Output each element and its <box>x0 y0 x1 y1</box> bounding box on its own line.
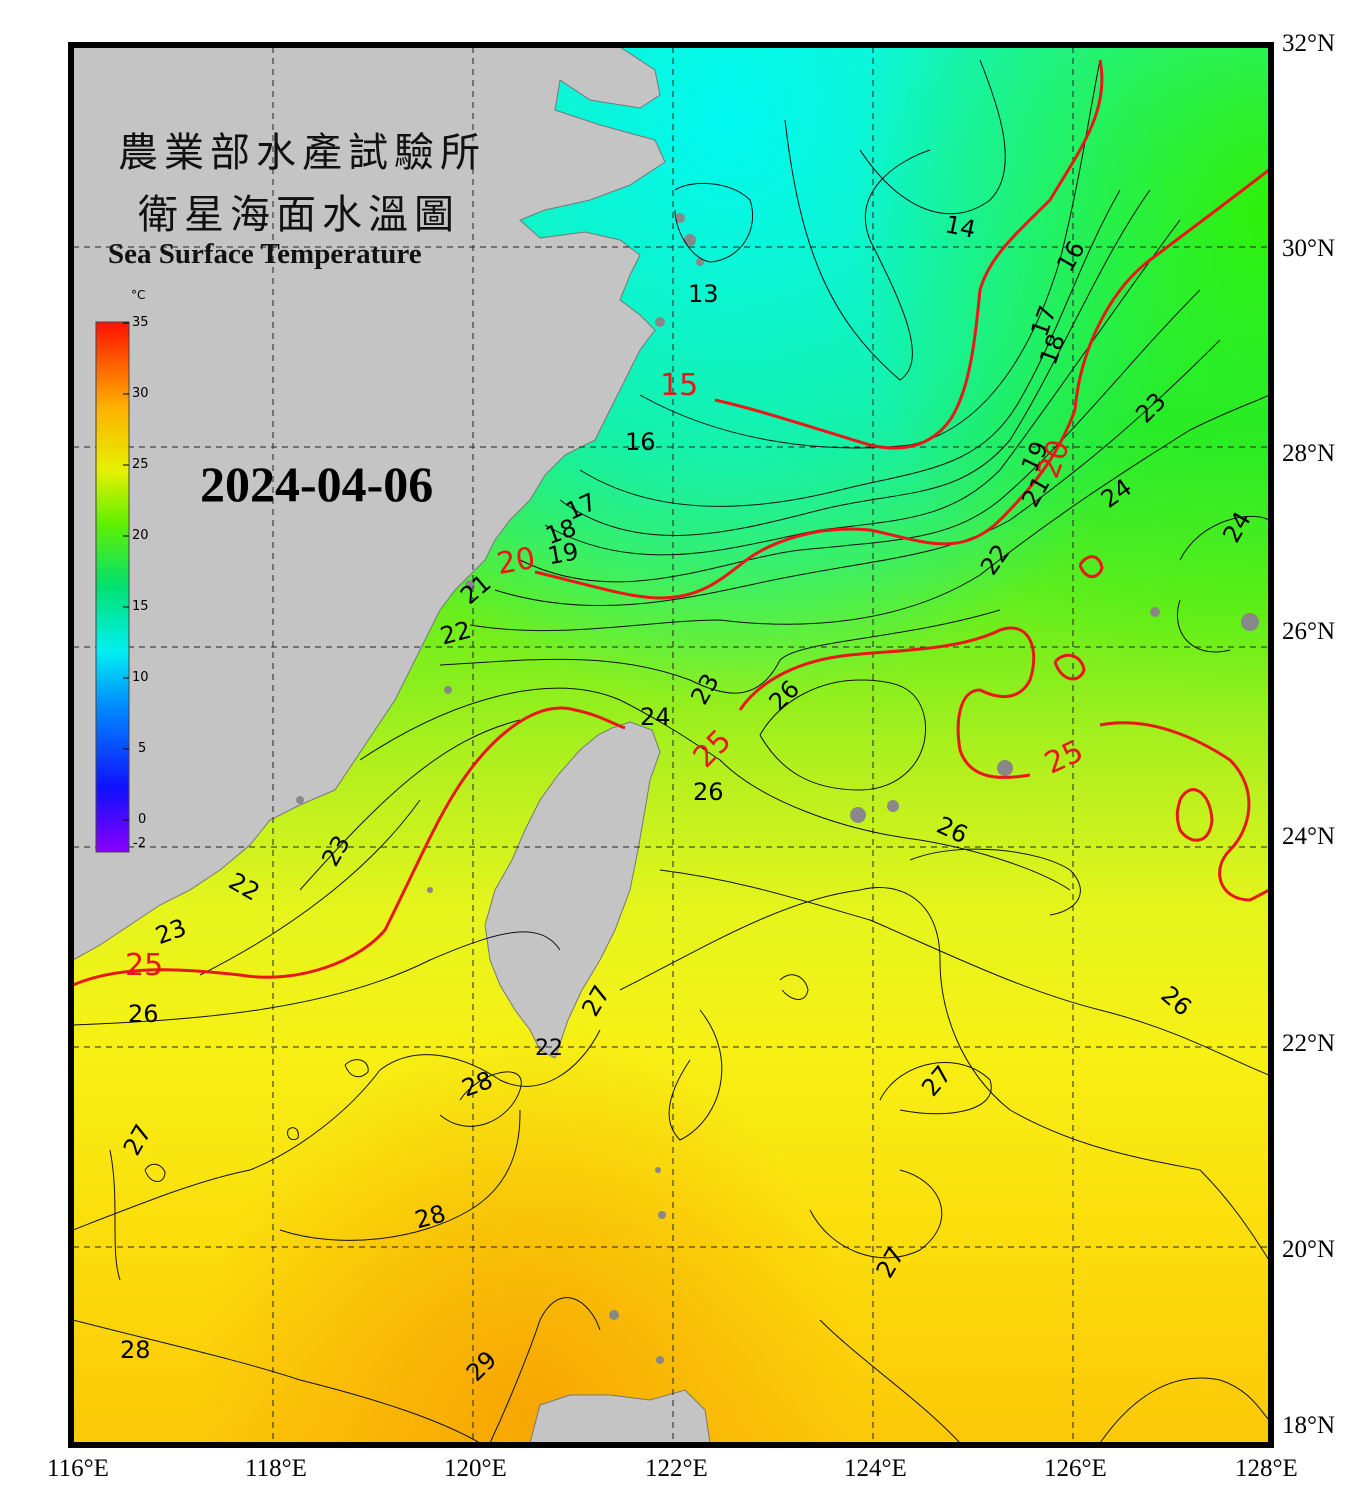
contour-label: 22 <box>535 1036 563 1061</box>
lat-label: 26°N <box>1282 618 1336 645</box>
black-isotherms <box>73 59 1269 1443</box>
colorbar-label: 35 <box>132 315 149 330</box>
lat-label: 28°N <box>1282 440 1336 467</box>
colorbar-label: 5 <box>138 741 147 756</box>
contour-label: 26 <box>693 778 724 806</box>
lon-label: 120°E <box>444 1455 507 1482</box>
contour-label: 28 <box>120 1336 151 1364</box>
mainland-china <box>73 47 666 961</box>
contour-label-red: 25 <box>125 948 163 983</box>
colorbar-label: -2 <box>133 836 146 851</box>
lat-label: 30°N <box>1282 235 1336 262</box>
colorbar-label: 30 <box>132 386 149 401</box>
contour-label: 19 <box>546 537 581 570</box>
lon-label: 116°E <box>47 1455 109 1482</box>
title-agency: 農業部水產試驗所 <box>118 130 486 176</box>
contour-label: 26 <box>128 1000 159 1028</box>
lat-label: 24°N <box>1282 823 1336 850</box>
luzon-north <box>529 1389 711 1443</box>
lon-label: 128°E <box>1235 1455 1298 1482</box>
contour-label: 14 <box>943 210 979 244</box>
lon-label: 126°E <box>1044 1455 1107 1482</box>
contour-label: 13 <box>688 280 719 308</box>
colorbar-unit: °C <box>131 288 146 302</box>
map-date: 2024-04-06 <box>200 456 434 512</box>
offshore-islands <box>296 213 1259 1364</box>
lon-label: 118°E <box>245 1455 307 1482</box>
contour-label-red: 20 <box>494 541 538 582</box>
colorbar-label: 10 <box>132 670 149 685</box>
lat-lon-grid <box>73 47 1269 1443</box>
map-frame <box>68 42 1274 1448</box>
lat-label: 18°N <box>1282 1412 1336 1439</box>
colorbar-label: 15 <box>132 599 149 614</box>
lon-label: 124°E <box>844 1455 907 1482</box>
contour-label: 24 <box>640 703 671 731</box>
contour-label: 16 <box>625 428 656 456</box>
taiwan-island <box>484 721 661 1059</box>
red-isotherms <box>73 59 1269 987</box>
lon-label: 122°E <box>645 1455 708 1482</box>
lat-label: 22°N <box>1282 1030 1336 1057</box>
colorbar-label: 20 <box>132 528 149 543</box>
colorbar-label: 25 <box>132 457 149 472</box>
title-map: 衛星海面水溫圖 <box>138 192 460 238</box>
colorbar-label: 0 <box>138 812 147 827</box>
colorbar <box>95 321 130 853</box>
lat-label: 32°N <box>1282 30 1336 57</box>
contour-label-red: 15 <box>660 368 698 403</box>
lat-label: 20°N <box>1282 1236 1336 1263</box>
title-english: Sea Surface Temperature <box>108 238 422 270</box>
